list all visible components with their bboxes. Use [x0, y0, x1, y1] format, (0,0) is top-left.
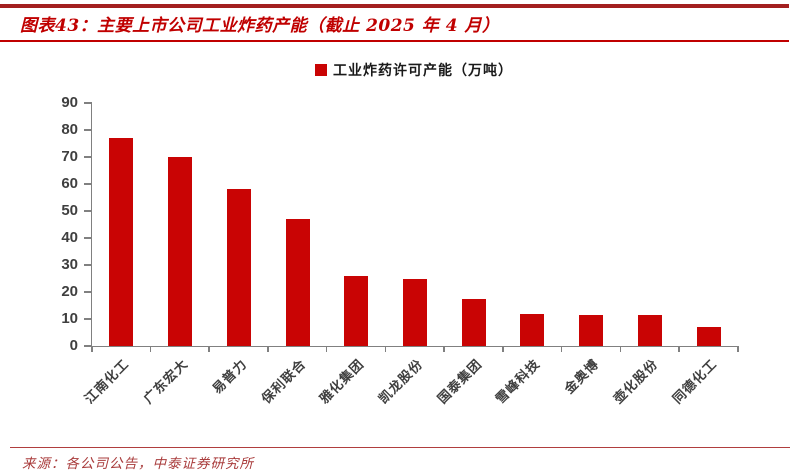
y-axis-tick	[84, 264, 92, 266]
bar-保利联合	[285, 219, 310, 346]
x-axis-label: 广东宏大	[140, 356, 191, 407]
x-axis-tick	[384, 346, 387, 352]
y-axis-tick	[84, 183, 92, 185]
x-axis-label: 国泰集团	[434, 356, 485, 407]
x-axis-tick	[619, 346, 622, 352]
x-axis-label: 保利联合	[258, 356, 309, 407]
y-axis-label: 90	[61, 94, 78, 111]
bar-金奥博	[579, 314, 604, 346]
y-axis-label: 70	[61, 148, 78, 165]
chart-legend: 工业炸药许可产能（万吨）	[91, 60, 737, 80]
bar-江南化工	[109, 138, 134, 346]
y-axis-tick	[84, 291, 92, 293]
x-axis-tick	[325, 346, 328, 352]
x-axis-tick	[91, 346, 93, 352]
footer-rule	[10, 447, 790, 448]
figure-title: 图表43：主要上市公司工业炸药产能（截止 2025 年 4 月）	[20, 16, 500, 36]
x-axis-label: 凯龙股份	[375, 356, 426, 407]
y-axis-label: 30	[61, 256, 78, 273]
x-axis-tick	[678, 346, 680, 352]
x-axis-tick	[737, 346, 739, 352]
x-axis-tick	[560, 346, 563, 352]
bar-雅化集团	[344, 275, 369, 346]
x-axis-label: 江南化工	[81, 356, 133, 407]
legend-swatch-icon	[315, 64, 327, 76]
y-axis-tick	[84, 102, 92, 104]
x-axis-label: 雪峰科技	[492, 356, 544, 407]
bar-凯龙股份	[403, 278, 427, 346]
title-rule	[0, 40, 789, 42]
source-text: 来源：各公司公告，中泰证券研究所	[22, 456, 254, 472]
bar-国泰集团	[461, 298, 486, 346]
plot-area: 0 10 20 30 40 50 60 70 80 90 江南化工 广东宏大 易普力 保利联合 雅化集团 凯龙…	[61, 94, 739, 406]
bar-易普力	[226, 189, 251, 346]
bar-雪峰科技	[520, 313, 545, 346]
legend-label: 工业炸药许可产能（万吨）	[333, 62, 513, 78]
y-axis-label: 10	[61, 310, 78, 327]
x-axis-tick	[267, 346, 269, 352]
y-axis-label: 40	[61, 229, 78, 246]
bar-广东宏大	[168, 157, 193, 346]
x-axis-tick	[149, 346, 152, 352]
x-axis-label: 易普力	[209, 356, 250, 397]
bar-同德化工	[696, 327, 721, 346]
x-axis-label: 雅化集团	[316, 356, 367, 407]
y-axis-label: 80	[61, 121, 78, 138]
y-axis-label: 50	[61, 202, 78, 219]
y-axis-tick	[84, 318, 92, 320]
y-axis-tick	[84, 237, 92, 239]
y-axis-tick	[84, 345, 92, 347]
y-axis-label: 60	[61, 175, 78, 192]
y-axis-tick	[84, 210, 92, 212]
x-axis-tick	[443, 346, 445, 352]
y-axis-tick	[84, 129, 92, 131]
x-axis-label: 同德化工	[669, 356, 720, 407]
y-axis-label: 0	[69, 337, 78, 354]
x-axis-label: 金奥博	[561, 356, 602, 397]
y-axis-label: 20	[61, 283, 78, 300]
y-axis-tick	[84, 156, 92, 158]
top-rule	[0, 4, 789, 8]
bar-壶化股份	[637, 314, 662, 346]
x-axis-label: 壶化股份	[610, 356, 661, 407]
x-axis-tick	[502, 346, 504, 352]
x-axis-tick	[208, 346, 210, 352]
